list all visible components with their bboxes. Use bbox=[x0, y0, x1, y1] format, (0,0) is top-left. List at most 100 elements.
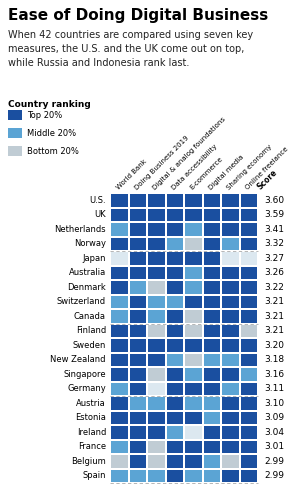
Bar bbox=[203, 310, 220, 323]
Bar bbox=[240, 223, 257, 236]
Text: 3.09: 3.09 bbox=[264, 413, 284, 422]
Bar bbox=[129, 469, 146, 482]
Text: Country ranking: Country ranking bbox=[8, 100, 91, 109]
Bar bbox=[111, 339, 128, 352]
Text: Denmark: Denmark bbox=[67, 283, 106, 292]
Bar bbox=[148, 382, 165, 395]
Text: France: France bbox=[78, 442, 106, 451]
Bar bbox=[148, 354, 165, 366]
Bar bbox=[222, 368, 238, 381]
Text: 3.04: 3.04 bbox=[264, 428, 284, 437]
Bar bbox=[148, 252, 165, 265]
Text: Belgium: Belgium bbox=[71, 457, 106, 466]
Bar bbox=[111, 310, 128, 323]
Bar bbox=[111, 397, 128, 409]
Text: Austria: Austria bbox=[76, 399, 106, 408]
Bar bbox=[166, 252, 183, 265]
Bar bbox=[111, 252, 128, 265]
Text: Online freelance: Online freelance bbox=[245, 146, 289, 191]
Bar bbox=[166, 368, 183, 381]
Bar bbox=[111, 194, 128, 207]
Text: 3.16: 3.16 bbox=[264, 370, 284, 379]
Bar bbox=[166, 426, 183, 438]
Bar bbox=[222, 325, 238, 337]
Bar bbox=[185, 382, 201, 395]
Bar bbox=[166, 397, 183, 409]
Bar bbox=[240, 354, 257, 366]
Bar bbox=[222, 455, 238, 467]
Bar bbox=[240, 310, 257, 323]
Bar bbox=[203, 382, 220, 395]
Bar bbox=[185, 310, 201, 323]
Bar bbox=[111, 440, 128, 453]
Bar bbox=[129, 223, 146, 236]
Bar bbox=[222, 426, 238, 438]
Bar bbox=[203, 296, 220, 308]
Bar bbox=[111, 223, 128, 236]
Bar bbox=[129, 209, 146, 221]
Bar bbox=[129, 281, 146, 294]
Bar bbox=[203, 455, 220, 467]
Bar bbox=[240, 455, 257, 467]
Text: Sweden: Sweden bbox=[73, 341, 106, 350]
Bar bbox=[166, 469, 183, 482]
Text: Ireland: Ireland bbox=[77, 428, 106, 437]
Text: Singapore: Singapore bbox=[64, 370, 106, 379]
Bar bbox=[203, 238, 220, 250]
Bar bbox=[185, 267, 201, 279]
Bar bbox=[222, 194, 238, 207]
Text: Score: Score bbox=[256, 167, 279, 191]
Text: Digital media: Digital media bbox=[208, 154, 245, 191]
Bar bbox=[240, 296, 257, 308]
Bar bbox=[111, 354, 128, 366]
Bar bbox=[203, 267, 220, 279]
Bar bbox=[203, 209, 220, 221]
Bar bbox=[111, 281, 128, 294]
Bar bbox=[222, 411, 238, 424]
Text: Ease of Doing Digital Business: Ease of Doing Digital Business bbox=[8, 8, 268, 23]
Bar bbox=[222, 354, 238, 366]
Text: Australia: Australia bbox=[69, 268, 106, 277]
Bar bbox=[111, 238, 128, 250]
Bar bbox=[148, 310, 165, 323]
Text: 3.22: 3.22 bbox=[264, 283, 284, 292]
Bar bbox=[166, 223, 183, 236]
Bar bbox=[185, 469, 201, 482]
Bar bbox=[111, 325, 128, 337]
Bar bbox=[111, 382, 128, 395]
Bar bbox=[148, 194, 165, 207]
Text: 3.21: 3.21 bbox=[264, 326, 284, 335]
Bar bbox=[111, 296, 128, 308]
Bar bbox=[166, 281, 183, 294]
Bar bbox=[222, 238, 238, 250]
Bar bbox=[129, 238, 146, 250]
Bar bbox=[148, 411, 165, 424]
Text: U.S.: U.S. bbox=[89, 196, 106, 205]
Bar bbox=[240, 368, 257, 381]
Text: Netherlands: Netherlands bbox=[54, 225, 106, 234]
Bar bbox=[185, 325, 201, 337]
Text: Japan: Japan bbox=[83, 254, 106, 263]
Bar bbox=[148, 455, 165, 467]
Text: 3.20: 3.20 bbox=[264, 341, 284, 350]
Bar bbox=[222, 310, 238, 323]
Text: 3.18: 3.18 bbox=[264, 355, 284, 364]
Bar bbox=[185, 252, 201, 265]
Bar bbox=[129, 267, 146, 279]
Bar bbox=[222, 382, 238, 395]
Bar bbox=[129, 339, 146, 352]
Bar bbox=[185, 238, 201, 250]
Bar bbox=[240, 339, 257, 352]
Bar bbox=[148, 426, 165, 438]
Bar bbox=[166, 339, 183, 352]
Bar bbox=[166, 296, 183, 308]
Bar bbox=[166, 354, 183, 366]
Bar bbox=[148, 397, 165, 409]
Bar bbox=[222, 440, 238, 453]
Bar bbox=[148, 325, 165, 337]
Bar bbox=[203, 368, 220, 381]
Bar bbox=[185, 397, 201, 409]
Bar bbox=[203, 469, 220, 482]
Bar bbox=[166, 194, 183, 207]
Text: 3.41: 3.41 bbox=[264, 225, 284, 234]
